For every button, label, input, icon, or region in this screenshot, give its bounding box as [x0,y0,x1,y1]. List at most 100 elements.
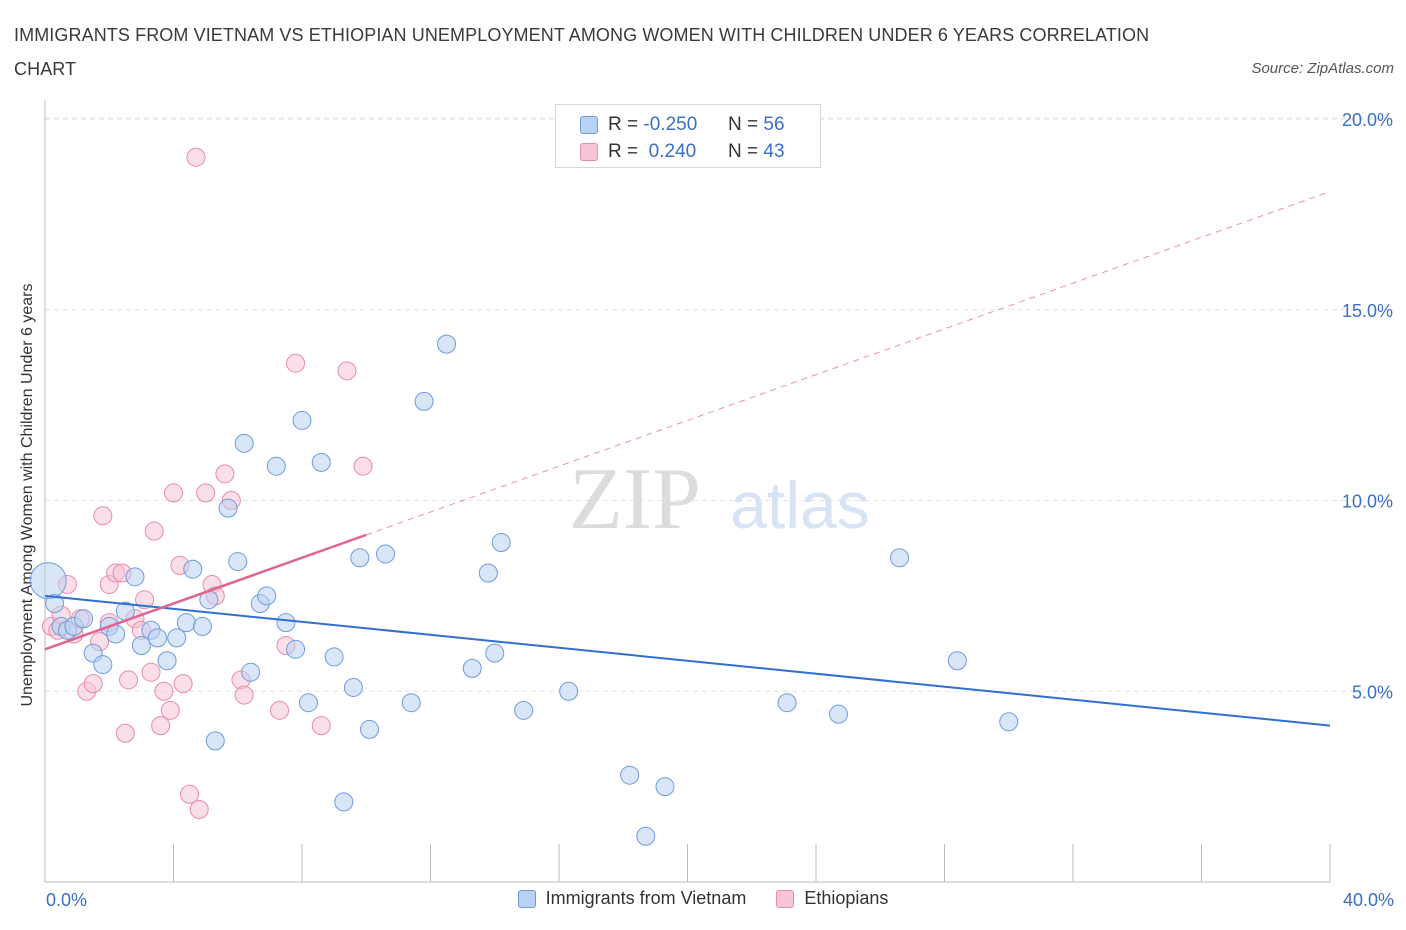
vietnam-point [228,552,248,572]
y-tick-labels: 5.0% 10.0% 15.0% 20.0% [1342,110,1393,702]
vietnam-point [401,693,421,713]
vietnam-point [176,613,196,633]
source-label: Source: ZipAtlas.com [1251,60,1394,77]
legend-swatch-ethiopians [776,889,795,908]
vietnam-point [298,693,318,713]
vietnam-point [828,704,848,724]
vietnam-point [485,643,505,663]
vietnam-point [311,452,331,472]
vietnam-points [29,334,1019,846]
vietnam-point [414,391,434,411]
watermark-zip: ZIP [569,451,701,548]
ethiopian-point [180,784,200,804]
bottom-legend: Immigrants from Vietnam Ethiopians [0,888,1406,909]
vietnam-point [93,655,113,675]
vietnam-point [478,563,498,583]
vietnam-point [890,548,910,568]
vietnam-point [74,609,94,629]
ethiopian-point [353,456,373,476]
vietnam-point [359,719,379,739]
vietnam-point [350,548,370,568]
vietnam-point [462,658,482,678]
stats-row-ethiopian: R = 0.240 N = 43 [580,138,785,166]
vietnam-point [636,826,656,846]
vietnam-point [183,559,203,579]
vietnam-point [205,731,225,751]
vietnam-point [655,777,675,797]
vietnam-point [167,628,187,648]
vietnam-point [324,647,344,667]
ethiopian-point [311,716,331,736]
vietnam-point [777,693,797,713]
vietnam-point [45,594,65,614]
ethiopian-point [337,361,357,381]
x-tick-label-min: 0.0% [46,890,88,910]
vietnam-point [131,635,151,655]
vietnam-point [276,613,296,633]
ethiopian-points [41,147,373,820]
ethiopian-point [93,506,113,526]
vietnam-point [559,681,579,701]
vietnam-point [343,677,363,697]
ethiopian-point [83,674,103,694]
ethiopian-point [189,800,209,820]
gridlines [45,117,1395,692]
ethiopian-trend-line [44,533,367,651]
x-tick-label-max: 40.0% [1342,890,1394,910]
ethiopian-point [186,147,206,167]
ethiopian-point [135,590,155,610]
ethiopian-trend-extension [366,191,1331,536]
legend-item-ethiopians[interactable]: Ethiopians [776,888,888,909]
ethiopian-point [196,483,216,503]
vietnam-point [292,410,312,430]
ethiopian-point [160,700,180,720]
vietnam-r: R = -0.250 [608,114,698,135]
y-tick-label: 10.0% [1342,492,1393,512]
ethiopian-point [115,723,135,743]
axes [44,100,1331,883]
y-tick-label: 20.0% [1342,110,1393,130]
vietnam-swatch [580,116,598,134]
trend-lines [44,191,1331,727]
ethiopian-point [164,483,183,503]
ethiopian-point [119,670,139,690]
vietnam-point [491,532,511,552]
vietnam-point [157,651,177,671]
vietnam-point [241,662,261,682]
y-tick-label: 5.0% [1352,682,1393,702]
ethiopian-point [144,521,164,541]
legend-item-vietnam[interactable]: Immigrants from Vietnam [517,888,747,909]
vietnam-point [257,586,277,606]
ethiopian-point [215,464,235,484]
vietnam-point [437,334,457,354]
ethiopian-point [151,716,171,736]
vietnam-point [514,700,534,720]
vietnam-point [125,567,145,587]
vietnam-point [620,765,640,785]
vietnam-point [106,624,126,644]
ethiopian-point [234,685,254,705]
legend-label-ethiopians: Ethiopians [804,888,889,908]
legend-label-vietnam: Immigrants from Vietnam [545,888,747,908]
legend-swatch-vietnam [517,889,536,908]
vietnam-point [376,544,396,564]
ethiopian-n: N = 43 [728,141,785,162]
vietnam-trend-line [44,594,1331,727]
vietnam-point [947,651,967,671]
stats-legend: R = -0.250 N = 56 R = 0.240 N = 43 [555,104,821,168]
stats-row-vietnam: R = -0.250 N = 56 [580,111,785,139]
vietnam-point [999,712,1019,732]
ethiopian-point [270,700,290,720]
vietnam-point [218,498,238,518]
ethiopian-r: R = 0.240 [608,141,697,162]
chart-title: IMMIGRANTS FROM VIETNAM VS ETHIOPIAN UNE… [14,25,1150,79]
vietnam-point [147,628,167,648]
y-tick-label: 15.0% [1342,301,1393,321]
ethiopian-swatch [580,143,598,161]
ethiopian-point [286,353,306,373]
vietnam-n: N = 56 [728,114,785,135]
vietnam-point [266,456,286,476]
vietnam-point [234,433,254,453]
vietnam-point [29,562,67,600]
